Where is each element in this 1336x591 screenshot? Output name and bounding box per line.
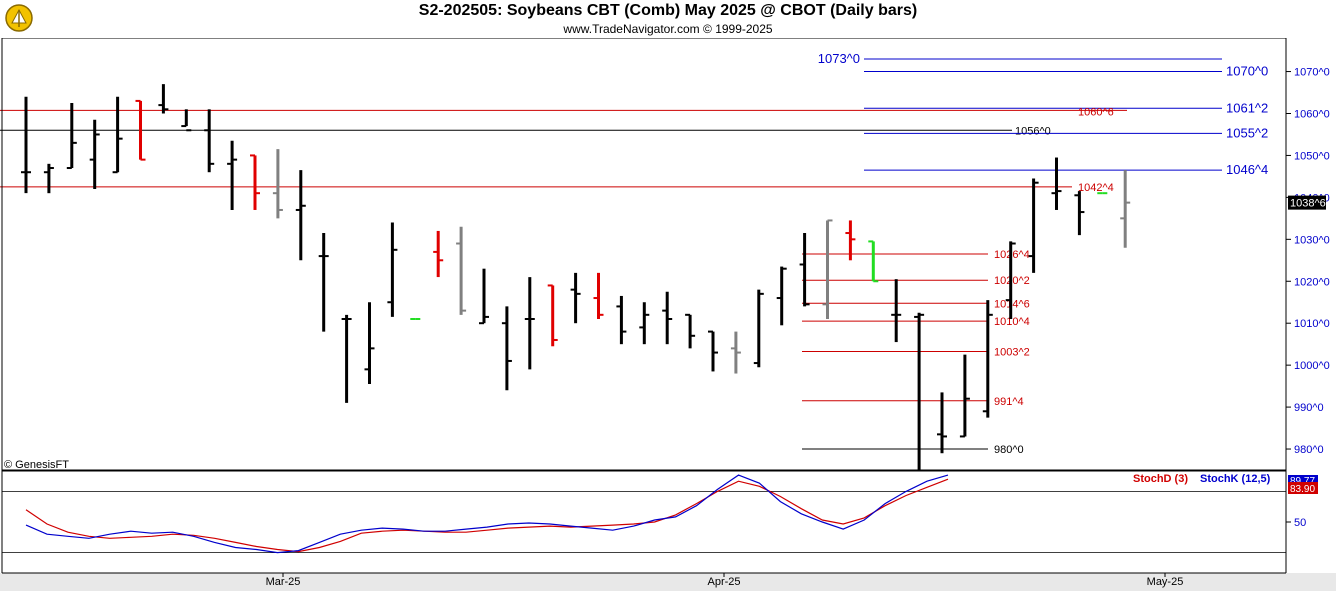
- price-bar: [250, 154, 260, 210]
- price-bar: [524, 277, 535, 370]
- price-bar: [112, 96, 123, 174]
- price-bar: [708, 330, 718, 372]
- price-bar: [776, 266, 787, 326]
- price-bar: [959, 354, 970, 438]
- level-label: 1055^2: [1226, 125, 1268, 140]
- copyright-label: © GenesisFT: [4, 459, 69, 471]
- stochd-legend: StochD (3): [1133, 473, 1188, 485]
- price-bar: [66, 103, 77, 170]
- stochk-value-box: [1288, 475, 1318, 485]
- chart-title: S2-202505: Soybeans CBT (Comb) May 2025 …: [418, 2, 918, 19]
- stochd-line: [25, 478, 949, 553]
- price-bar: [501, 306, 512, 391]
- y-axis-label: 1060^0: [1294, 108, 1330, 120]
- price-bar: [135, 99, 146, 161]
- price-bar: [845, 220, 856, 261]
- price-bar: [43, 163, 54, 194]
- price-bar: [433, 230, 444, 278]
- level-label: 1060^6: [1078, 106, 1114, 118]
- price-bar: [387, 222, 398, 317]
- price-bar: [891, 279, 902, 343]
- stochd-value-label: 83.90: [1290, 484, 1315, 495]
- y-axis-label: 1010^0: [1294, 318, 1330, 330]
- price-bar: [593, 272, 604, 320]
- trade-navigator-logo-icon: [5, 4, 33, 32]
- price-bar: [204, 109, 215, 173]
- y-axis-label: 1050^0: [1294, 150, 1330, 162]
- stochk-value-label: 89.77: [1290, 476, 1315, 487]
- price-bar: [364, 302, 375, 385]
- price-bar: [937, 392, 947, 454]
- level-label: 1070^0: [1226, 64, 1268, 79]
- price-bar: [318, 233, 329, 332]
- price-bar: [982, 300, 993, 418]
- price-bar: [272, 149, 283, 219]
- price-bar: [1028, 178, 1039, 273]
- price-bar: [1051, 157, 1062, 210]
- stoch-y-label: 50: [1294, 517, 1306, 529]
- price-bar: [547, 284, 558, 347]
- price-bar: [730, 331, 741, 374]
- chart-header: S2-202505: Soybeans CBT (Comb) May 2025 …: [0, 0, 1336, 38]
- price-bar: [685, 313, 696, 349]
- price-bar: [822, 219, 833, 320]
- level-label: 1042^4: [1078, 182, 1114, 194]
- level-label: 1073^0: [818, 51, 860, 66]
- stochk-line: [25, 474, 949, 554]
- price-bar: [639, 302, 650, 345]
- price-bar: [456, 226, 467, 315]
- y-axis-label: 980^0: [1294, 444, 1324, 456]
- price-chart[interactable]: 1073^0 1070^0 1061^2 1060^6 1056^0 1055^2 1046…: [0, 38, 1336, 591]
- y-axis-label: 990^0: [1294, 402, 1324, 414]
- price-bar: [662, 291, 673, 345]
- y-axis-label: 1000^0: [1294, 360, 1330, 372]
- price-bar: [295, 170, 306, 261]
- price-bar: [227, 140, 238, 210]
- last-price-box: [1288, 195, 1326, 210]
- level-label: 1003^2: [994, 347, 1030, 359]
- chart-subtitle: www.TradeNavigator.com © 1999-2025: [563, 22, 773, 36]
- price-bar: [868, 240, 879, 283]
- price-bar: [914, 312, 925, 470]
- panel-frames: Mar-25 Apr-25 May-25: [0, 38, 1336, 591]
- price-bar: [479, 268, 489, 325]
- price-bar: [21, 96, 31, 194]
- price-bar: [341, 314, 352, 403]
- price-bar: [181, 109, 192, 132]
- price-bar: [616, 295, 627, 345]
- x-axis-label: May-25: [1147, 576, 1184, 588]
- stochd-value-box: [1288, 482, 1318, 494]
- price-bar: [158, 84, 169, 114]
- level-label: 980^0: [994, 444, 1024, 456]
- level-label: 991^4: [994, 396, 1024, 408]
- level-label: 1061^2: [1226, 100, 1268, 115]
- price-bar: [753, 289, 764, 368]
- x-axis-label: Mar-25: [266, 576, 301, 588]
- price-bar: [89, 119, 100, 189]
- y-axis-label: 1030^0: [1294, 234, 1330, 246]
- x-axis-strip: [0, 573, 1336, 591]
- price-bar: [1074, 191, 1085, 236]
- stochk-legend: StochK (12,5): [1200, 473, 1271, 485]
- level-label: 1046^4: [1226, 162, 1268, 177]
- x-axis-label: Apr-25: [707, 576, 740, 588]
- price-bar: [1120, 170, 1131, 248]
- price-panel-frame: [1, 38, 1287, 471]
- last-price-label: 1038^6: [1290, 198, 1326, 210]
- level-label: 1056^0: [1015, 125, 1051, 137]
- price-bar: [1005, 241, 1016, 320]
- price-panel: 1073^0 1070^0 1061^2 1060^6 1056^0 1055^2 1046…: [0, 51, 1330, 470]
- level-label: 1010^4: [994, 316, 1030, 328]
- y-axis-label: 1070^0: [1294, 67, 1330, 79]
- y-axis-label: 1020^0: [1294, 276, 1330, 288]
- price-bar: [570, 272, 581, 324]
- price-bar: [799, 233, 810, 307]
